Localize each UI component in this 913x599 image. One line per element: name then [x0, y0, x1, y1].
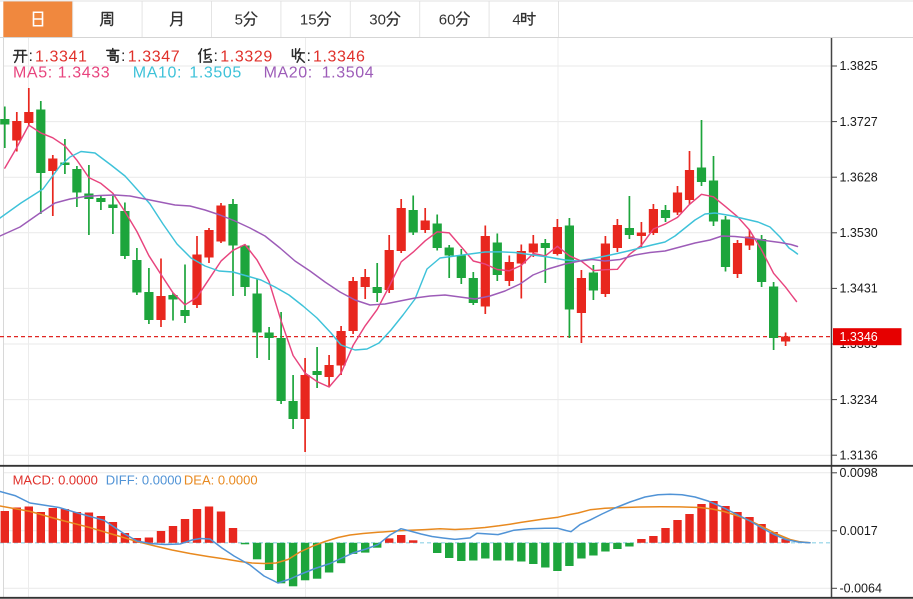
- svg-text:-0.0064: -0.0064: [840, 582, 882, 596]
- svg-text:1.3504: 1.3504: [322, 65, 375, 82]
- svg-text:4: 4: [512, 12, 520, 29]
- svg-text:DIFF: 0.0000: DIFF: 0.0000: [106, 473, 182, 488]
- svg-text:15: 15: [300, 12, 317, 29]
- svg-text:1.3346: 1.3346: [313, 49, 366, 66]
- svg-text:MA5:: MA5:: [13, 65, 53, 82]
- svg-text::: :: [307, 48, 311, 65]
- svg-text::: :: [121, 48, 125, 65]
- svg-text:1.3234: 1.3234: [840, 393, 878, 407]
- svg-text:1.3346: 1.3346: [840, 330, 878, 344]
- svg-text:1.3329: 1.3329: [220, 49, 273, 66]
- svg-text:5: 5: [235, 12, 243, 29]
- svg-text::: :: [214, 48, 218, 65]
- svg-text:1.3347: 1.3347: [128, 49, 181, 66]
- svg-text:1.3505: 1.3505: [189, 65, 242, 82]
- svg-text:60: 60: [439, 12, 456, 29]
- svg-text:1.3136: 1.3136: [840, 448, 878, 462]
- svg-text:1.3341: 1.3341: [35, 49, 88, 66]
- svg-text:DEA: 0.0000: DEA: 0.0000: [184, 473, 258, 488]
- svg-text:MA20:: MA20:: [264, 65, 313, 82]
- svg-text:1.3628: 1.3628: [840, 170, 878, 184]
- svg-text:30: 30: [369, 12, 386, 29]
- svg-text:1.3431: 1.3431: [840, 282, 878, 296]
- svg-text:MA10:: MA10:: [133, 65, 182, 82]
- svg-text:0.0098: 0.0098: [840, 466, 878, 480]
- svg-text:1.3727: 1.3727: [840, 115, 878, 129]
- svg-text:1.3530: 1.3530: [840, 226, 878, 240]
- svg-text::: :: [29, 48, 33, 65]
- svg-text:1.3433: 1.3433: [58, 65, 111, 82]
- svg-text:MACD: 0.0000: MACD: 0.0000: [13, 473, 98, 488]
- svg-text:0.0017: 0.0017: [840, 524, 878, 538]
- svg-text:1.3825: 1.3825: [840, 59, 878, 73]
